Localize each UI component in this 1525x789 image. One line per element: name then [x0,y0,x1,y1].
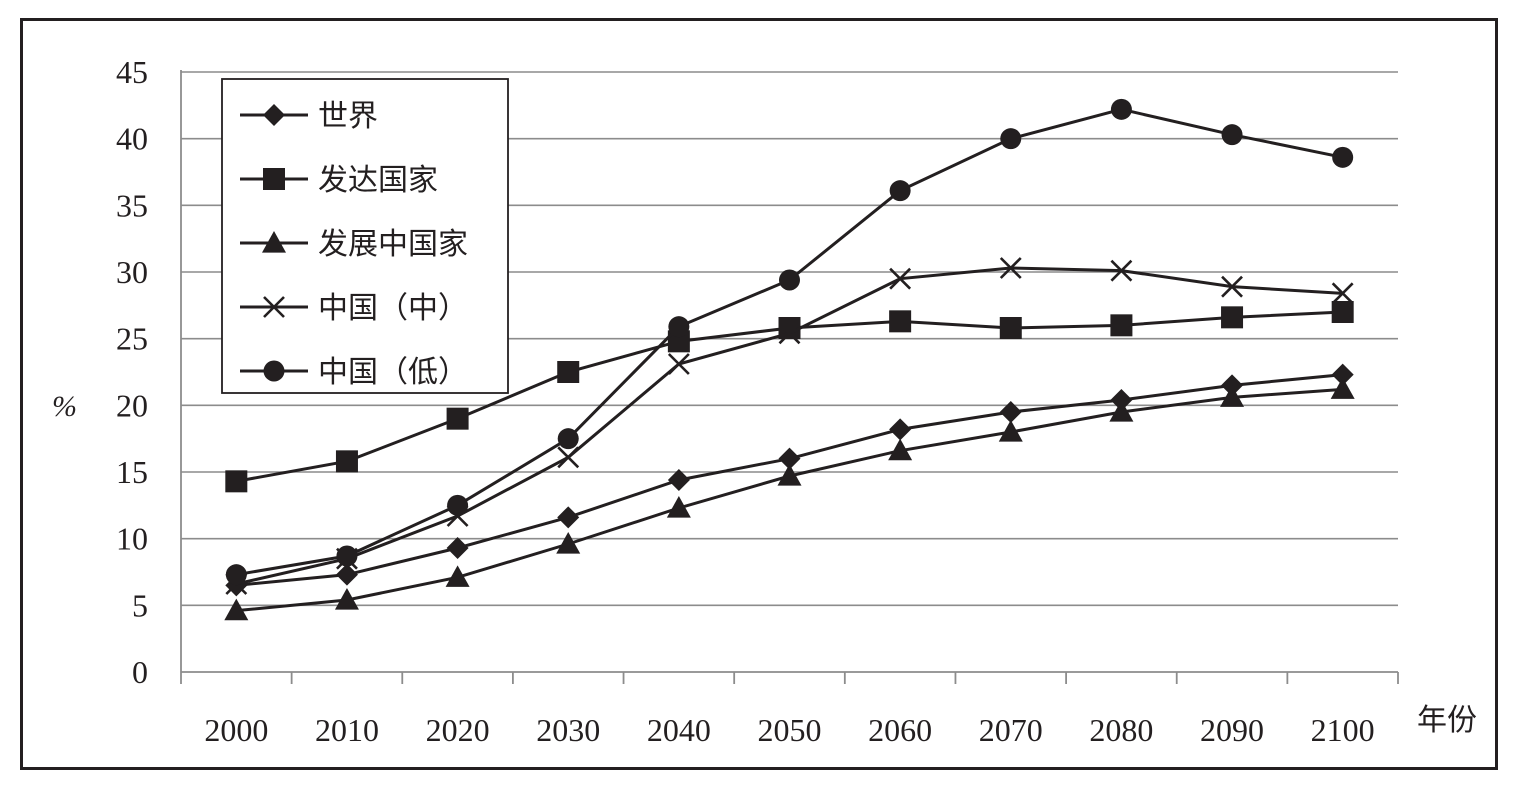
x-tick-label-2050: 2050 [758,712,822,748]
y-tick-label-15: 15 [116,454,148,490]
x-tick-label-2070: 2070 [979,712,1043,748]
data-point-4-2030 [557,446,580,469]
x-axis-label: 年份 [1417,703,1477,738]
series-group [224,98,1355,621]
data-point-2-2000 [225,470,248,493]
data-point-5-2080 [1110,98,1132,120]
data-point-3-2100 [1330,377,1355,399]
x-tick-label-2080: 2080 [1089,712,1153,748]
x-tick-label-2040: 2040 [647,712,711,748]
data-point-3-2090 [1220,385,1245,407]
legend-box [221,78,509,394]
legend-marker-3 [262,231,286,253]
data-point-2-2040 [667,330,690,353]
data-point-4-2090 [1221,275,1243,298]
data-point-1-2010 [335,563,358,586]
legend-label-1: 世界 [318,99,378,134]
data-point-1-2030 [557,506,580,529]
data-point-4-2070 [999,257,1022,279]
data-point-3-2010 [334,588,359,610]
series-3 [224,377,1355,621]
data-point-1-2070 [999,401,1022,423]
data-point-5-2010 [336,545,358,567]
data-point-2-2080 [1110,314,1133,337]
x-tick-label-2020: 2020 [426,712,490,748]
x-tick-label-2060: 2060 [868,712,932,748]
data-point-5-2000 [225,564,247,586]
series-2 [225,301,1354,493]
data-point-5-2090 [1221,124,1243,146]
data-point-2-2020 [446,407,469,430]
data-point-2-2010 [335,450,358,473]
x-tick-label-2000: 2000 [204,712,268,748]
data-point-2-2060 [889,310,912,333]
x-tick-label-2100: 2100 [1311,712,1375,748]
data-point-4-2050 [778,322,801,345]
data-point-5-2040 [668,316,690,338]
data-point-2-2070 [999,317,1022,339]
y-tick-label-5: 5 [132,587,148,623]
data-point-4-2040 [667,353,690,375]
y-tick-label-40: 40 [116,121,148,157]
legend-marker-1 [263,104,285,126]
legend-marker-4 [263,296,285,318]
data-point-1-2060 [889,418,912,441]
data-point-4-2060 [889,267,912,290]
data-point-3-2030 [556,532,581,554]
data-point-2-2030 [557,361,580,383]
y-axis-label: % [52,390,77,423]
data-point-4-2100 [1331,282,1354,305]
data-point-5-2050 [779,269,800,291]
legend-marker-2 [263,168,285,190]
y-tick-label-25: 25 [116,321,148,357]
data-point-1-2050 [778,447,801,470]
y-tick-label-10: 10 [116,521,148,557]
legend-label-4: 中国（中） [318,291,468,326]
data-point-3-2080 [1109,400,1134,422]
legend-label-3: 发展中国家 [318,227,468,262]
y-tick-label-20: 20 [116,387,148,423]
data-point-5-2060 [889,180,911,202]
x-tick-label-2010: 2010 [315,712,379,748]
data-point-3-2040 [666,496,691,518]
data-point-5-2070 [1000,128,1022,150]
data-point-4-2080 [1110,259,1133,282]
data-point-2-2100 [1331,301,1354,323]
data-point-1-2100 [1331,363,1354,386]
legend-marker-5 [263,360,285,382]
data-point-3-2060 [888,438,913,461]
legend-label-2: 发达国家 [318,163,438,198]
y-tick-label-30: 30 [116,254,148,290]
x-tick-labels: 2000 2010 2020 2030 2040 2050 2060 2070 2080 2090… [204,712,1374,748]
data-point-3-2000 [224,598,249,621]
data-point-5-2100 [1332,146,1354,168]
data-point-3-2070 [998,420,1023,442]
data-point-5-2030 [557,428,579,450]
data-point-5-2020 [447,494,469,516]
y-tick-labels: 0 5 10 15 20 25 30 35 40 45 [116,54,148,690]
x-tick-label-2090: 2090 [1200,712,1264,748]
data-point-1-2020 [446,537,469,559]
data-point-2-2090 [1221,306,1244,329]
legend-label-5: 中国（低） [318,355,468,390]
x-tick-label-2030: 2030 [536,712,600,748]
series-5 [225,98,1354,586]
y-tick-label-0: 0 [132,654,148,690]
data-point-3-2020 [445,565,470,587]
data-point-3-2050 [777,464,802,486]
axes [180,70,1399,684]
series-line-3 [236,387,1343,613]
y-tick-label-45: 45 [116,54,148,90]
data-point-1-2040 [667,469,690,491]
y-tick-label-35: 35 [116,187,148,223]
